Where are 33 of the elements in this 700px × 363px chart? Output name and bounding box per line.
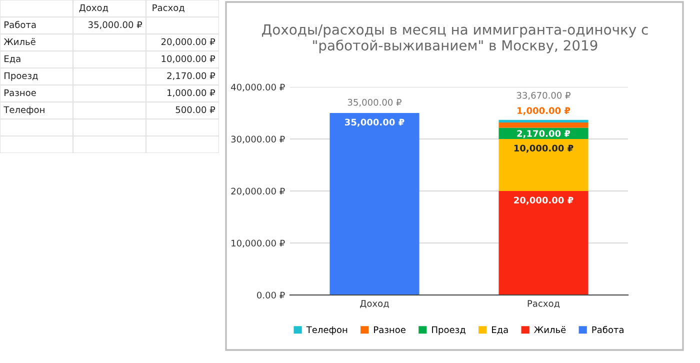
text: 1,000.00 ₽ <box>168 89 216 98</box>
legend-label: Жильё <box>534 326 566 334</box>
text: 20,000.00 ₽ <box>161 38 216 46</box>
total-label: 35,000.00 ₽ <box>348 98 402 107</box>
category-label: Телефон <box>4 106 44 115</box>
y-tick-label: 10,000.00 ₽ <box>232 240 285 248</box>
category-label: Жильё <box>4 38 36 46</box>
data-label: 1,000.00 ₽ <box>518 107 570 116</box>
legend-label: Работа <box>592 326 624 334</box>
chart-title: Доходы/расходы в месяц на иммигранта-одиночку с "работой-выживанием" в Москву, 2019 <box>262 24 648 54</box>
category-label: Работа <box>4 20 36 28</box>
category-label: Разное <box>4 89 36 96</box>
y-tick-label: 30,000.00 ₽ <box>231 136 285 144</box>
data-label: 35,000.00 ₽ <box>344 118 404 127</box>
total-label: 33,670.00 ₽ <box>516 92 570 100</box>
data-label: 20,000.00 ₽ <box>514 196 574 205</box>
category-label: Доход <box>79 4 108 12</box>
y-tick-label: 0.00 ₽ <box>257 292 285 299</box>
y-tick-label: 40,000.00 ₽ <box>231 84 285 92</box>
y-tick-label: 20,000.00 ₽ <box>231 188 285 196</box>
category-label: Еда <box>4 55 20 64</box>
text: 35,000.00 ₽ <box>88 21 142 30</box>
category-label: Расход <box>152 4 184 12</box>
text: 500.00 ₽ <box>176 106 216 114</box>
text: 2,170.00 ₽ <box>167 72 216 80</box>
legend-label: Телефон <box>306 326 348 335</box>
data-label: 2,170.00 ₽ <box>517 130 570 138</box>
data-label: 10,000.00 ₽ <box>514 144 574 153</box>
legend-label: Еда <box>492 326 508 334</box>
legend-label: Проезд <box>432 326 466 335</box>
legend-label: Разное <box>374 326 406 334</box>
text: 10,000.00 ₽ <box>162 55 216 64</box>
category-label: Проезд <box>4 72 38 81</box>
